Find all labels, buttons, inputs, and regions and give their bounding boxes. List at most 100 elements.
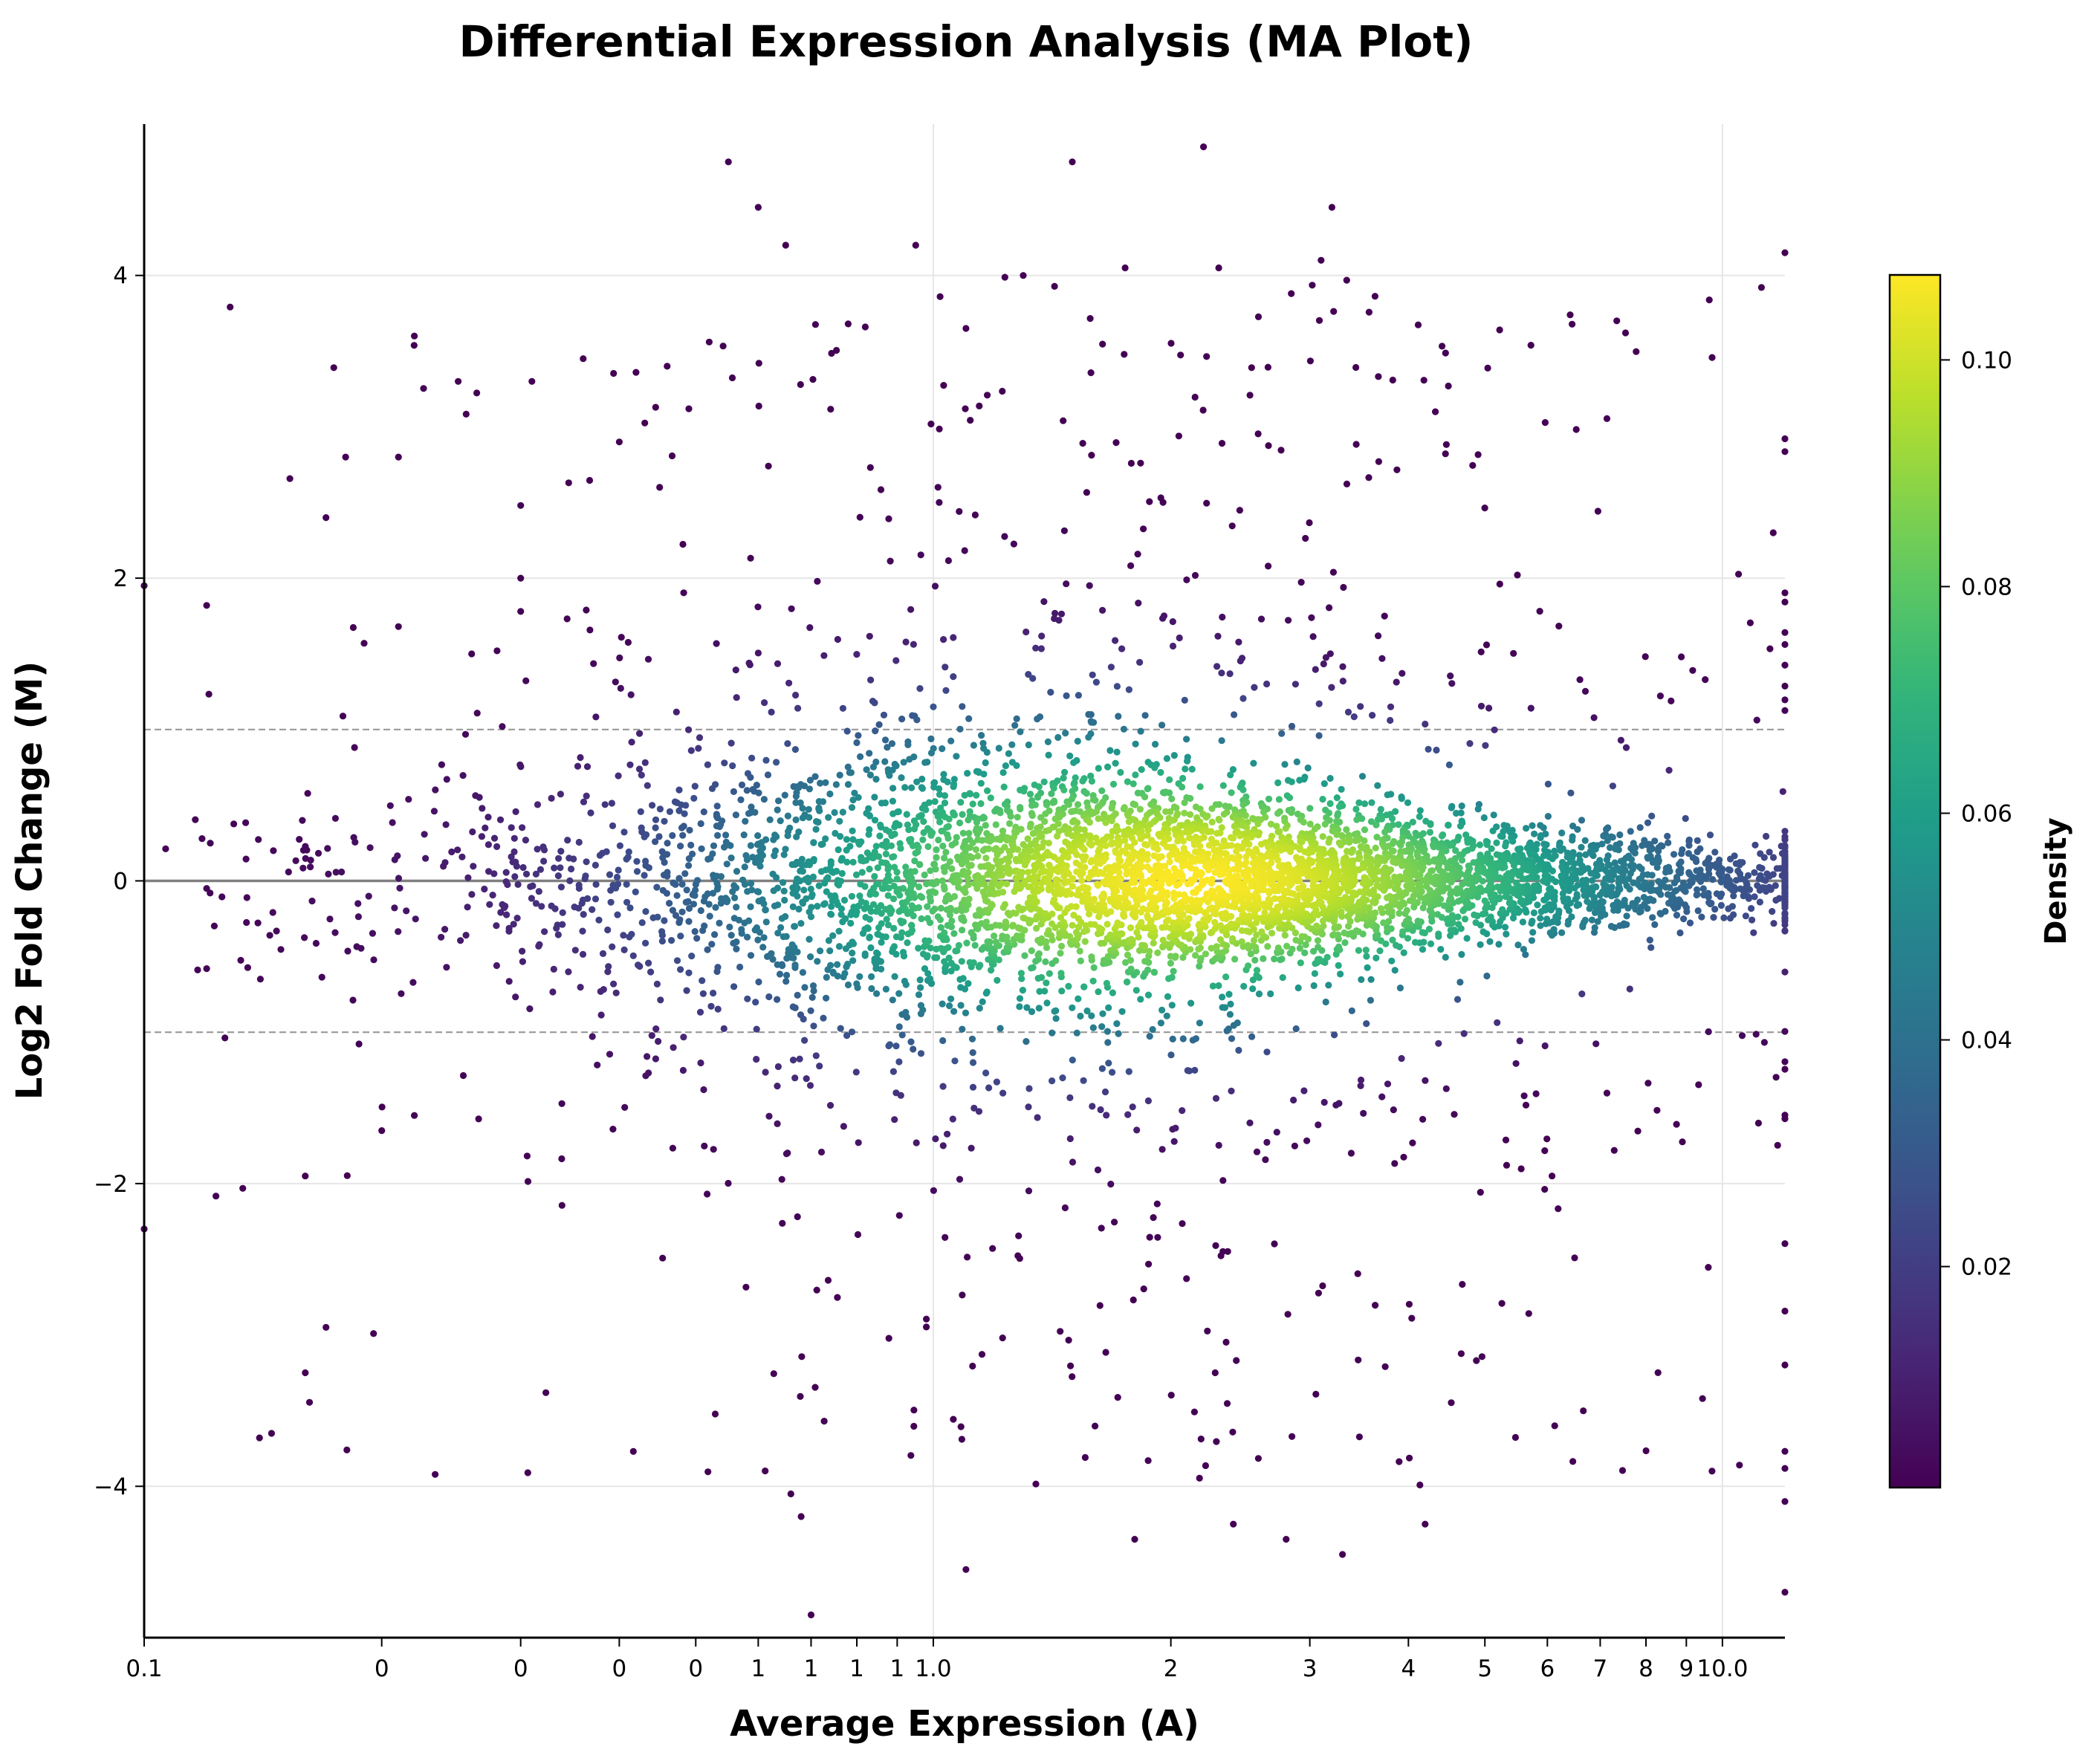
data-point — [1781, 1589, 1789, 1596]
data-point — [1050, 785, 1057, 792]
data-point — [1260, 955, 1267, 962]
data-point — [1396, 985, 1404, 992]
data-point — [354, 913, 362, 921]
data-point — [574, 762, 582, 770]
data-point — [872, 843, 880, 850]
data-point — [797, 920, 805, 927]
data-point — [1049, 910, 1056, 918]
data-point — [1532, 1090, 1540, 1097]
data-point — [1702, 860, 1709, 867]
data-point — [1146, 1233, 1153, 1241]
data-point — [1021, 927, 1028, 934]
data-point — [1558, 829, 1566, 837]
data-point — [1066, 1135, 1074, 1143]
data-point — [652, 838, 659, 846]
data-point — [1419, 877, 1427, 884]
data-point — [866, 812, 874, 820]
data-point — [1623, 912, 1630, 920]
data-point — [443, 964, 450, 971]
data-point — [1694, 886, 1701, 893]
data-point — [1514, 941, 1522, 949]
data-point — [791, 1074, 799, 1082]
data-point — [1664, 891, 1672, 898]
data-point — [1438, 832, 1446, 840]
data-point — [638, 919, 646, 927]
data-point — [1644, 854, 1652, 862]
data-point — [808, 904, 815, 911]
data-point — [583, 606, 590, 614]
data-point — [565, 479, 572, 487]
data-point — [1388, 815, 1396, 823]
data-point — [1555, 623, 1563, 630]
data-point — [1581, 837, 1589, 844]
data-point — [827, 961, 835, 969]
data-point — [679, 831, 687, 839]
data-point — [1281, 932, 1289, 939]
data-point — [1164, 993, 1172, 1000]
data-point — [855, 794, 862, 801]
data-point — [1011, 941, 1018, 948]
data-point — [918, 785, 926, 792]
data-point — [1695, 1081, 1702, 1089]
data-point — [205, 690, 213, 698]
data-point — [1686, 919, 1694, 927]
data-point — [972, 846, 979, 853]
data-point — [1170, 967, 1177, 975]
data-point — [1038, 632, 1046, 640]
data-point — [1584, 898, 1591, 905]
data-point — [1655, 878, 1662, 885]
data-point — [1409, 818, 1416, 826]
data-point — [534, 846, 541, 853]
data-point — [1665, 839, 1672, 846]
data-point — [1133, 1126, 1141, 1134]
data-point — [1099, 1010, 1106, 1017]
data-point — [1651, 837, 1659, 845]
data-point — [365, 892, 372, 900]
data-point — [1037, 885, 1045, 893]
data-point — [829, 932, 837, 939]
data-point — [1355, 1433, 1363, 1441]
data-point — [1590, 714, 1598, 721]
data-point — [816, 1063, 823, 1070]
data-point — [828, 903, 835, 910]
data-point — [1066, 752, 1074, 760]
data-point — [968, 929, 975, 936]
data-point — [616, 842, 624, 849]
data-point — [1343, 480, 1351, 488]
data-point — [881, 736, 889, 744]
data-point — [1335, 1100, 1343, 1107]
data-point — [895, 821, 903, 828]
data-point — [1208, 818, 1216, 826]
data-point — [1127, 562, 1135, 570]
data-point — [678, 880, 686, 888]
data-point — [1604, 861, 1612, 869]
data-point — [810, 857, 817, 865]
data-point — [1404, 935, 1412, 942]
data-point — [1074, 819, 1081, 826]
data-point — [711, 1410, 719, 1418]
data-point — [704, 890, 712, 898]
data-point — [919, 836, 927, 843]
data-point — [1665, 767, 1673, 774]
data-point — [1168, 973, 1176, 981]
data-point — [800, 886, 808, 894]
data-point — [782, 241, 789, 249]
data-point — [1274, 944, 1282, 952]
data-point — [1633, 348, 1640, 355]
data-point — [1291, 1142, 1298, 1149]
data-point — [1169, 642, 1177, 650]
data-point — [1208, 805, 1216, 812]
data-point — [1042, 910, 1049, 918]
data-point — [953, 834, 960, 841]
data-point — [1004, 909, 1012, 917]
data-point — [1607, 923, 1615, 930]
data-point — [1258, 928, 1265, 935]
data-point — [1347, 1149, 1355, 1157]
data-point — [1089, 977, 1097, 985]
data-point — [1602, 875, 1610, 883]
data-point — [627, 691, 635, 698]
data-point — [1288, 722, 1296, 730]
data-point — [557, 848, 565, 855]
data-point — [499, 723, 506, 730]
data-point — [798, 1353, 806, 1361]
